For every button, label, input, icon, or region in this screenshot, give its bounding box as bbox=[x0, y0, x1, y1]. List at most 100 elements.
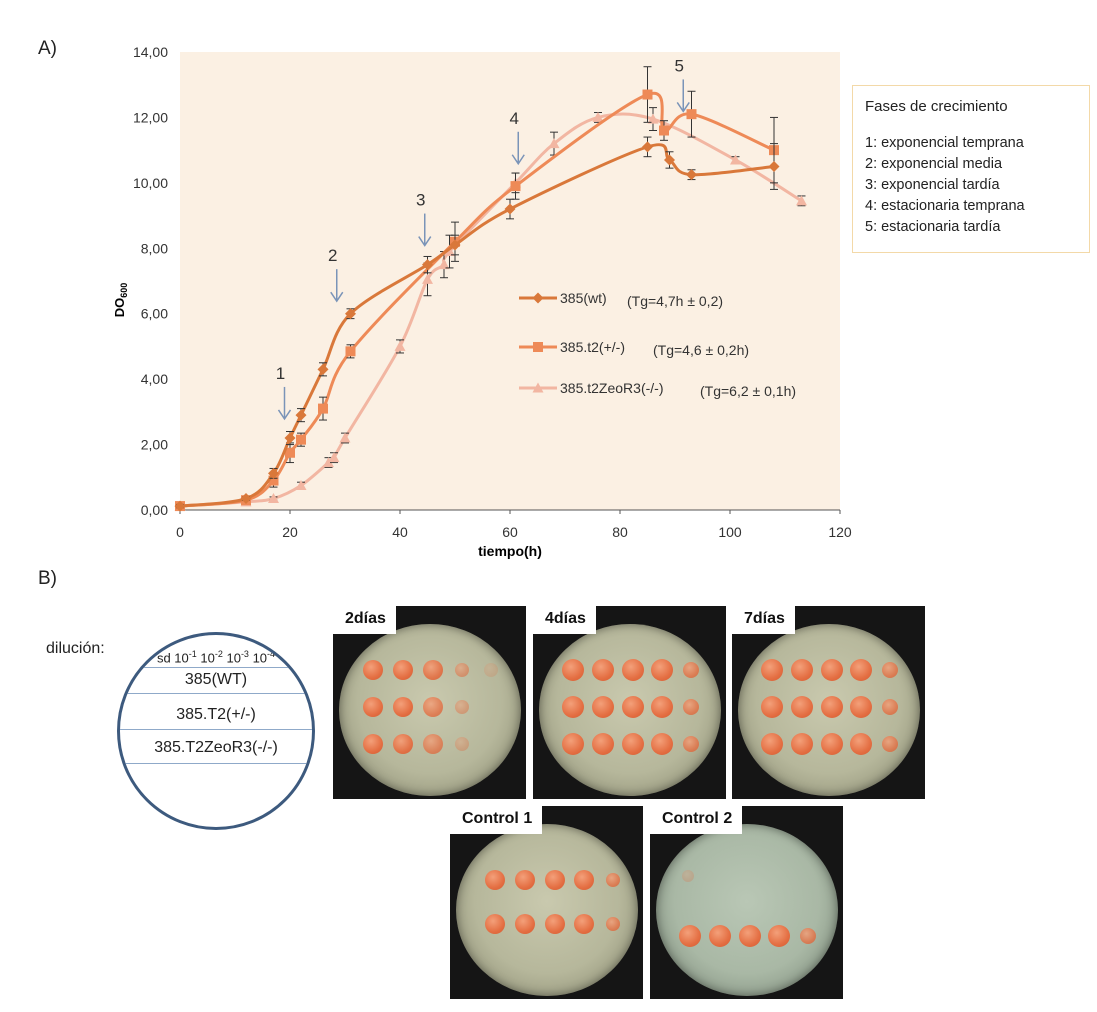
plate-label: Control 2 bbox=[650, 806, 743, 834]
data-point-marker bbox=[548, 138, 560, 149]
data-point-marker bbox=[664, 154, 675, 166]
colony-spot bbox=[679, 925, 701, 947]
data-point-marker bbox=[642, 89, 653, 100]
data-point-marker bbox=[438, 259, 450, 270]
phases-title: Fases de crecimiento bbox=[865, 98, 1008, 115]
dilution-part: sd 10 bbox=[156, 650, 189, 666]
dilution-part: 10 bbox=[222, 650, 241, 666]
phase-item: 2: exponencial media bbox=[865, 156, 1003, 172]
colony-spot bbox=[363, 734, 383, 754]
plate-2dias: 2días bbox=[333, 606, 526, 799]
y-tick-label: 2,00 bbox=[141, 437, 168, 453]
data-point-marker bbox=[345, 346, 356, 357]
colony-spot bbox=[393, 660, 413, 680]
x-tick-label: 40 bbox=[392, 524, 408, 540]
colony-spot bbox=[651, 696, 673, 718]
data-point-marker bbox=[647, 113, 659, 124]
dilution-exponent: -4 bbox=[267, 649, 276, 659]
data-point-marker bbox=[532, 382, 544, 393]
colony-spot bbox=[683, 699, 699, 715]
phases-legend-box: Fases de crecimiento 1: exponencial temp… bbox=[852, 85, 1090, 253]
y-tick-label: 8,00 bbox=[141, 240, 168, 256]
plate-7dias: 7días bbox=[732, 606, 925, 799]
colony-spot bbox=[850, 659, 872, 681]
divider bbox=[120, 693, 312, 694]
data-point-marker bbox=[323, 457, 334, 468]
data-point-marker bbox=[328, 452, 340, 463]
plate-4dias: 4días bbox=[533, 606, 726, 799]
colony-spot bbox=[791, 733, 813, 755]
colony-spot bbox=[761, 733, 783, 755]
legend-series-name: 385(wt) bbox=[560, 290, 607, 306]
data-point-marker bbox=[318, 403, 328, 414]
data-point-marker bbox=[345, 308, 356, 320]
growth-curve-chart: 0,00 2,00 4,00 6,00 8,00 10,00 12,00 14,00 0 20 40… bbox=[112, 44, 852, 559]
legend-series-name: 385.t2ZeoR3(-/-) bbox=[560, 380, 663, 396]
annotation-layer: 1 2 3 4 5 bbox=[276, 56, 690, 421]
chart-axes: 0,00 2,00 4,00 6,00 8,00 10,00 12,00 14,00 0 20 40… bbox=[133, 44, 852, 540]
strain-t2-label: 385.T2(+/-) bbox=[176, 706, 256, 723]
colony-spot bbox=[761, 659, 783, 681]
data-point-marker bbox=[444, 246, 455, 257]
data-point-marker bbox=[449, 239, 461, 251]
phase-item: 3: exponencial tardía bbox=[865, 177, 1000, 193]
data-point-marker bbox=[510, 181, 521, 192]
colony-spot bbox=[622, 659, 644, 681]
colony-spot bbox=[768, 925, 790, 947]
data-point-marker bbox=[295, 409, 307, 421]
colony-spot bbox=[821, 733, 843, 755]
petri-dish bbox=[656, 824, 838, 996]
phase-arrow-head bbox=[418, 236, 432, 247]
plate-control-1: Control 1 bbox=[450, 806, 643, 999]
dilution-exponent: -1 bbox=[188, 649, 197, 659]
data-point-marker bbox=[730, 154, 741, 165]
data-point-marker bbox=[532, 292, 544, 304]
colony-spot bbox=[683, 662, 699, 678]
data-point-marker bbox=[642, 141, 653, 153]
colony-spot bbox=[592, 733, 614, 755]
phase-arrow-head bbox=[330, 291, 344, 303]
x-tick-label: 0 bbox=[176, 524, 184, 540]
divider bbox=[120, 763, 312, 764]
phase-item: 1: exponencial temprana bbox=[865, 135, 1024, 151]
data-point-marker bbox=[317, 363, 329, 375]
strain-wt-label: 385(WT) bbox=[184, 671, 248, 688]
colony-spot bbox=[545, 914, 565, 934]
colony-spot bbox=[363, 697, 383, 717]
colony-spot bbox=[515, 870, 535, 890]
plate-label: 2días bbox=[333, 606, 396, 634]
colony-spot bbox=[455, 737, 469, 751]
colony-spot bbox=[423, 697, 443, 717]
data-point-marker bbox=[268, 467, 279, 479]
legend: 385(wt) (Tg=4,7h ± 0,2) 385.t2(+/-) (Tg=4,6… bbox=[519, 290, 796, 399]
colony-spot bbox=[606, 873, 620, 887]
colony-spot bbox=[683, 736, 699, 752]
phase-number-label: 2 bbox=[328, 246, 337, 265]
data-point-marker bbox=[339, 432, 351, 443]
data-point-marker bbox=[394, 340, 406, 351]
data-point-marker bbox=[296, 434, 306, 445]
x-tick-label: 120 bbox=[828, 524, 852, 540]
data-point-marker bbox=[422, 273, 433, 284]
data-point-marker bbox=[268, 493, 279, 504]
y-tick-label: 6,00 bbox=[141, 306, 168, 322]
colony-spot bbox=[423, 660, 443, 680]
dilution-label: dilución: bbox=[46, 640, 105, 657]
phase-number-label: 3 bbox=[416, 191, 425, 210]
colony-spot bbox=[455, 663, 469, 677]
colony-spot bbox=[850, 696, 872, 718]
colony-spot bbox=[622, 696, 644, 718]
colony-spot bbox=[821, 696, 843, 718]
dilution-scheme-circle: sd 10-1 10-2 10-3 10-4 385(WT) 385.T2(+/… bbox=[117, 632, 315, 830]
phase-arrow-head bbox=[277, 409, 292, 421]
colony-spot bbox=[709, 925, 731, 947]
petri-dish bbox=[456, 824, 638, 996]
dilution-exponent: -2 bbox=[214, 649, 223, 659]
data-point-marker bbox=[284, 432, 296, 444]
data-point-marker bbox=[174, 500, 186, 512]
colony-spot bbox=[562, 696, 584, 718]
series-layer bbox=[174, 66, 807, 512]
data-point-marker bbox=[686, 109, 697, 120]
data-point-marker bbox=[768, 161, 780, 172]
colony-spot bbox=[882, 736, 898, 752]
